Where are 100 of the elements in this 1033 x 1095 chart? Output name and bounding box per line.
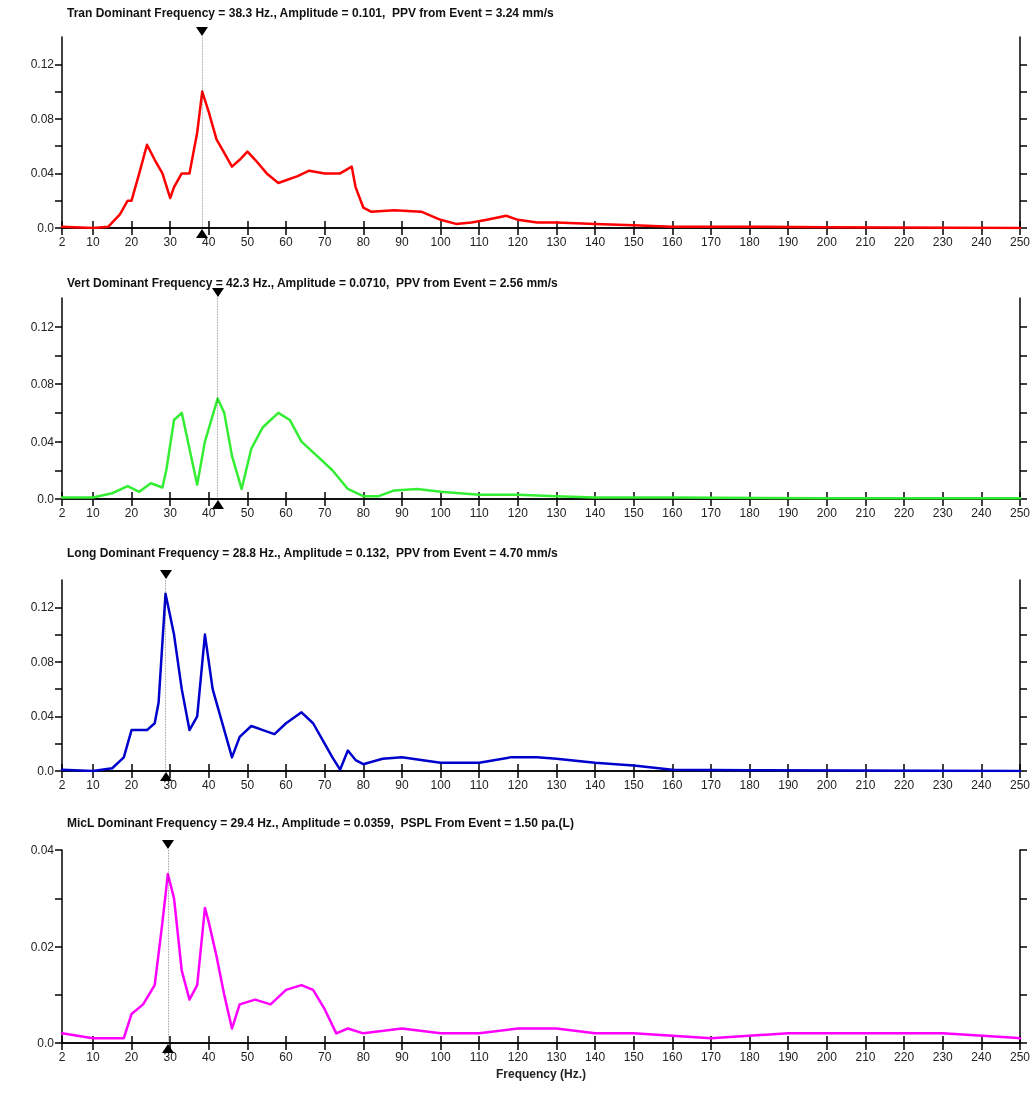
x-tick-label: 180	[739, 778, 760, 792]
x-tick-label: 80	[356, 506, 371, 520]
x-tick-label: 170	[700, 506, 722, 520]
line-series	[60, 872, 1022, 1040]
x-tick-label: 30	[163, 506, 178, 520]
x-tick-label: 180	[739, 1050, 760, 1064]
y-tick-label: 0.0	[37, 764, 55, 778]
y-tick-label: 0.04	[30, 166, 55, 181]
x-tick-label: 10	[86, 1050, 100, 1064]
x-axis-title: Frequency (Hz.)	[495, 1066, 586, 1081]
x-tick-label: 130	[546, 1050, 567, 1064]
x-tick-label: 240	[971, 1050, 992, 1064]
x-tick-label: 50	[240, 778, 255, 792]
x-tick-label: 230	[932, 778, 954, 792]
x-tick-label: 230	[932, 235, 954, 249]
x-tick-label: 240	[971, 506, 992, 520]
x-tick-label: 220	[894, 778, 915, 792]
x-tick-label: 20	[124, 778, 139, 792]
chart-title: Vert Dominant Frequency = 42.3 Hz., Amplitude = 0.0710, PPV from Event = 2.56 mm/s	[67, 276, 559, 290]
y-tick-label: 0.04	[30, 843, 55, 857]
x-tick-label: 30	[163, 235, 178, 249]
x-tick-label: 40	[202, 235, 216, 249]
x-tick-label: 60	[279, 506, 294, 520]
x-tick-label: 2	[58, 778, 66, 792]
x-tick-label: 100	[430, 1050, 451, 1064]
x-tick-label: 120	[507, 778, 529, 792]
x-tick-label: 160	[662, 235, 683, 249]
x-tick-label: 210	[855, 235, 876, 249]
x-tick-label: 90	[395, 506, 409, 520]
x-tick-label: 130	[546, 235, 567, 249]
x-tick-label: 20	[124, 506, 139, 520]
y-tick-label: 0.08	[30, 111, 55, 126]
x-tick-label: 100	[430, 506, 451, 520]
y-tick-label: 0.0	[37, 221, 55, 235]
x-tick-label: 140	[585, 506, 606, 520]
x-tick-label: 130	[546, 778, 567, 792]
x-tick-label: 80	[356, 778, 371, 792]
x-tick-label: 220	[894, 506, 915, 520]
x-tick-label: 210	[855, 778, 876, 792]
x-tick-label: 240	[971, 235, 992, 249]
x-tick-label: 120	[507, 506, 529, 520]
x-tick-label: 140	[585, 778, 606, 792]
chart-title: Long Dominant Frequency = 28.8 Hz., Amplitude = 0.132, PPV from Event = 4.70 mm/s	[67, 546, 559, 560]
x-tick-label: 2	[58, 235, 66, 249]
x-tick-label: 70	[317, 1050, 332, 1064]
x-tick-label: 60	[279, 235, 294, 249]
x-tick-label: 100	[430, 235, 451, 249]
x-tick-label: 180	[739, 506, 760, 520]
x-tick-label: 20	[124, 1050, 139, 1064]
x-tick-label: 230	[932, 506, 954, 520]
x-tick-label: 110	[469, 1050, 490, 1064]
x-tick-label: 200	[816, 1050, 838, 1064]
y-tick-label: 0.12	[30, 600, 55, 615]
x-tick-label: 220	[894, 235, 915, 249]
x-tick-label: 130	[546, 506, 567, 520]
x-tick-label: 210	[855, 1050, 876, 1064]
x-tick-label: 60	[279, 1050, 294, 1064]
x-tick-label: 190	[778, 235, 799, 249]
y-tick-label: 0.0	[37, 492, 55, 506]
y-tick-label: 0.04	[30, 434, 55, 449]
x-tick-label: 120	[507, 235, 529, 249]
x-tick-label: 190	[778, 506, 799, 520]
x-tick-label: 70	[317, 506, 332, 520]
y-tick-label: 0.12	[30, 57, 55, 72]
x-tick-label: 170	[700, 235, 722, 249]
y-tick-label: 0.04	[30, 709, 55, 724]
x-tick-label: 90	[395, 1050, 409, 1064]
x-tick-label: 190	[778, 1050, 799, 1064]
x-tick-label: 150	[623, 1050, 645, 1064]
x-tick-label: 140	[585, 235, 606, 249]
y-tick-label: 0.12	[30, 319, 55, 334]
chart-title: Tran Dominant Frequency = 38.3 Hz., Amplitude = 0.101, PPV from Event = 3.24 mm/s	[67, 6, 555, 20]
x-tick-label: 160	[662, 778, 683, 792]
x-tick-label: 200	[816, 235, 838, 249]
x-tick-label: 100	[430, 778, 451, 792]
x-tick-label: 40	[202, 778, 216, 792]
x-tick-label: 200	[816, 778, 838, 792]
x-tick-label: 150	[623, 778, 645, 792]
x-tick-label: 170	[700, 778, 722, 792]
x-tick-label: 70	[317, 778, 332, 792]
x-tick-label: 120	[507, 1050, 529, 1064]
x-tick-label: 2	[58, 1050, 66, 1064]
y-tick-label: 0.02	[30, 939, 55, 954]
x-tick-label: 40	[202, 1050, 216, 1064]
x-tick-label: 10	[86, 506, 100, 520]
x-tick-label: 220	[894, 1050, 915, 1064]
x-tick-label: 2	[58, 506, 66, 520]
y-tick-label: 0.08	[30, 377, 55, 392]
x-tick-label: 150	[623, 506, 645, 520]
x-tick-label: 250	[1009, 506, 1031, 520]
x-tick-label: 40	[202, 506, 216, 520]
x-tick-label: 180	[739, 235, 760, 249]
x-tick-label: 240	[971, 778, 992, 792]
x-tick-label: 170	[700, 1050, 722, 1064]
x-tick-label: 110	[469, 506, 490, 520]
x-tick-label: 200	[816, 506, 838, 520]
x-tick-label: 210	[855, 506, 876, 520]
x-tick-label: 80	[356, 235, 371, 249]
x-tick-label: 50	[240, 506, 255, 520]
x-tick-label: 60	[279, 778, 294, 792]
